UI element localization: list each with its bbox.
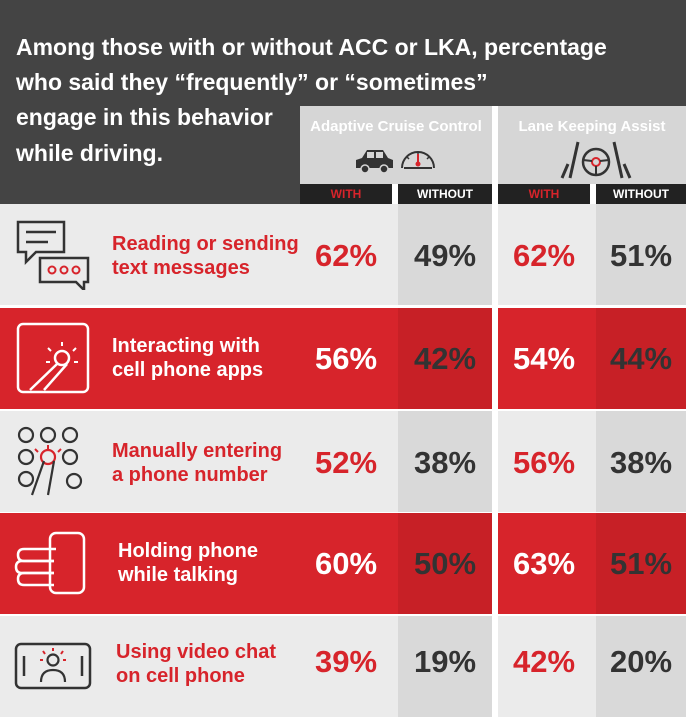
value-acc-with: 52% (314, 445, 378, 480)
lka-group-box (498, 106, 686, 184)
row-divider (0, 409, 686, 411)
value-acc-without: 38% (413, 445, 477, 480)
hand-phone-icon (14, 531, 86, 595)
subheader-lka-with: WITH (498, 184, 590, 204)
column-divider (590, 184, 596, 204)
cell-bg (398, 411, 492, 512)
row-label-line-2: on cell phone (116, 665, 245, 687)
cell-bg (398, 616, 492, 717)
row-label-line-2: a phone number (112, 464, 268, 486)
car-speedometer-icon (356, 150, 435, 174)
video-chat-icon (14, 642, 92, 690)
cell-bg (398, 204, 492, 305)
table-row-holding-phone: Holding phone while talking 60% 50% 63% … (0, 513, 686, 614)
cell-bg (596, 308, 686, 409)
value-acc-with: 62% (314, 238, 378, 273)
lka-group-label: Lane Keeping Assist (518, 118, 666, 135)
value-acc-with: 56% (314, 341, 378, 376)
title-line-2: who said they “frequently” or “sometimes… (16, 69, 488, 95)
cell-bg (398, 513, 492, 614)
column-divider (392, 184, 398, 204)
row-label-line-2: while talking (118, 564, 239, 586)
row-divider (0, 305, 686, 308)
row-label-line-2: cell phone apps (112, 359, 264, 381)
tap-finger-icon (16, 322, 90, 394)
column-divider (492, 106, 498, 717)
row-divider (0, 614, 686, 616)
value-lka-without: 44% (609, 341, 673, 376)
value-acc-with: 39% (314, 644, 378, 679)
text-message-icon (16, 220, 90, 290)
acc-group-box (300, 106, 492, 184)
keypad-dial-icon (17, 426, 83, 496)
row-label-line-1: Manually entering (112, 440, 283, 462)
subheader-acc-without: WITHOUT (398, 184, 492, 204)
cell-bg (596, 411, 686, 512)
row-label-line-2: text messages (112, 257, 250, 279)
table-row-phone-number: Manually entering a phone number 52% 38%… (0, 411, 686, 512)
table-row-cell-phone-apps: Interacting with cell phone apps 56% 42%… (0, 308, 686, 409)
row-label-line-1: Using video chat (116, 641, 277, 663)
value-lka-with: 62% (512, 238, 576, 273)
value-acc-without: 50% (413, 546, 477, 581)
value-acc-without: 42% (413, 341, 477, 376)
table-row-text-messages: Reading or sending text messages 62% 49%… (0, 204, 686, 305)
cell-bg (596, 513, 686, 614)
value-lka-without: 51% (609, 238, 673, 273)
cell-bg (398, 308, 492, 409)
row-label-line-1: Holding phone (118, 540, 258, 562)
cell-bg (596, 204, 686, 305)
row-label-line-1: Reading or sending (112, 233, 299, 255)
row-divider (0, 512, 686, 513)
title-line-1: Among those with or without ACC or LKA, … (16, 34, 607, 60)
value-acc-with: 60% (314, 546, 378, 581)
cell-bg (596, 616, 686, 717)
acc-group-label: Adaptive Cruise Control (310, 118, 482, 135)
value-acc-without: 19% (413, 644, 477, 679)
value-lka-without: 20% (609, 644, 673, 679)
value-lka-without: 51% (609, 546, 673, 581)
steering-wheel-lane-icon (560, 141, 632, 179)
value-lka-with: 63% (512, 546, 576, 581)
subheader-acc-with: WITH (300, 184, 392, 204)
row-label-line-1: Interacting with (112, 335, 260, 357)
title-line-4: while driving. (16, 140, 163, 166)
value-acc-without: 49% (413, 238, 477, 273)
title-line-3: engage in this behavior (16, 104, 273, 130)
value-lka-with: 42% (512, 644, 576, 679)
value-lka-with: 56% (512, 445, 576, 480)
table-row-video-chat: Using video chat on cell phone 39% 19% 4… (0, 616, 686, 717)
value-lka-with: 54% (512, 341, 576, 376)
value-lka-without: 38% (609, 445, 673, 480)
subheader-lka-without: WITHOUT (596, 184, 686, 204)
